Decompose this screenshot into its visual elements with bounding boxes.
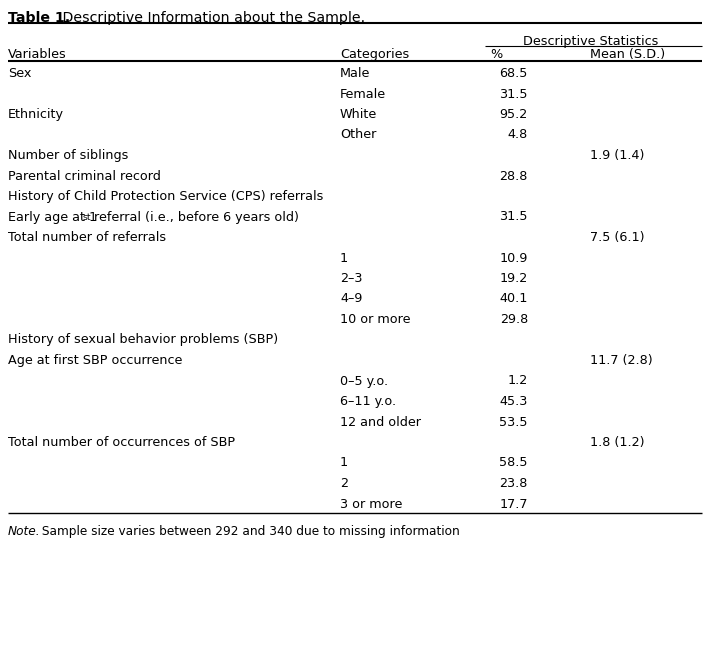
Text: Table 1.: Table 1. [8,11,70,25]
Text: 23.8: 23.8 [500,477,528,490]
Text: Ethnicity: Ethnicity [8,108,64,121]
Text: 28.8: 28.8 [500,170,528,182]
Text: Early age at 1: Early age at 1 [8,210,97,224]
Text: 6–11 y.o.: 6–11 y.o. [340,395,396,408]
Text: Total number of occurrences of SBP: Total number of occurrences of SBP [8,436,235,449]
Text: History of Child Protection Service (CPS) referrals: History of Child Protection Service (CPS… [8,190,323,203]
Text: st: st [82,214,91,222]
Text: Sample size varies between 292 and 340 due to missing information: Sample size varies between 292 and 340 d… [38,525,460,538]
Text: Categories: Categories [340,48,409,61]
Text: Number of siblings: Number of siblings [8,149,129,162]
Text: 58.5: 58.5 [500,456,528,470]
Text: 68.5: 68.5 [500,67,528,80]
Text: 95.2: 95.2 [500,108,528,121]
Text: %: % [490,48,502,61]
Text: 1.8 (1.2): 1.8 (1.2) [590,436,645,449]
Text: 12 and older: 12 and older [340,415,421,428]
Text: 19.2: 19.2 [500,272,528,285]
Text: Other: Other [340,128,376,142]
Text: referral (i.e., before 6 years old): referral (i.e., before 6 years old) [89,210,298,224]
Text: 17.7: 17.7 [500,498,528,510]
Text: Total number of referrals: Total number of referrals [8,231,166,244]
Text: Variables: Variables [8,48,67,61]
Text: 0–5 y.o.: 0–5 y.o. [340,375,388,387]
Text: Age at first SBP occurrence: Age at first SBP occurrence [8,354,182,367]
Text: 31.5: 31.5 [500,210,528,224]
Text: 7.5 (6.1): 7.5 (6.1) [590,231,645,244]
Text: Male: Male [340,67,371,80]
Text: 4–9: 4–9 [340,293,362,305]
Text: 31.5: 31.5 [500,88,528,100]
Text: 10.9: 10.9 [500,251,528,265]
Text: 4.8: 4.8 [508,128,528,142]
Text: 1.9 (1.4): 1.9 (1.4) [590,149,645,162]
Text: 45.3: 45.3 [500,395,528,408]
Text: White: White [340,108,377,121]
Text: 1: 1 [340,456,348,470]
Text: 2–3: 2–3 [340,272,363,285]
Text: 11.7 (2.8): 11.7 (2.8) [590,354,652,367]
Text: Parental criminal record: Parental criminal record [8,170,161,182]
Text: 2: 2 [340,477,348,490]
Text: Sex: Sex [8,67,31,80]
Text: Female: Female [340,88,386,100]
Text: 10 or more: 10 or more [340,313,410,326]
Text: Mean (S.D.): Mean (S.D.) [590,48,665,61]
Text: 3 or more: 3 or more [340,498,403,510]
Text: 1: 1 [340,251,348,265]
Text: 53.5: 53.5 [500,415,528,428]
Text: Note.: Note. [8,525,40,538]
Text: 40.1: 40.1 [500,293,528,305]
Text: 1.2: 1.2 [508,375,528,387]
Text: Descriptive Information about the Sample.: Descriptive Information about the Sample… [58,11,365,25]
Text: Descriptive Statistics: Descriptive Statistics [523,35,659,48]
Text: History of sexual behavior problems (SBP): History of sexual behavior problems (SBP… [8,333,278,347]
Text: 29.8: 29.8 [500,313,528,326]
